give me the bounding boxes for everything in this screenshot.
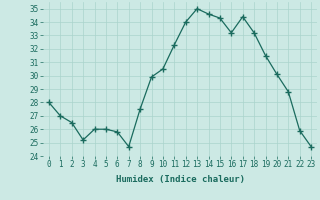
X-axis label: Humidex (Indice chaleur): Humidex (Indice chaleur): [116, 175, 244, 184]
